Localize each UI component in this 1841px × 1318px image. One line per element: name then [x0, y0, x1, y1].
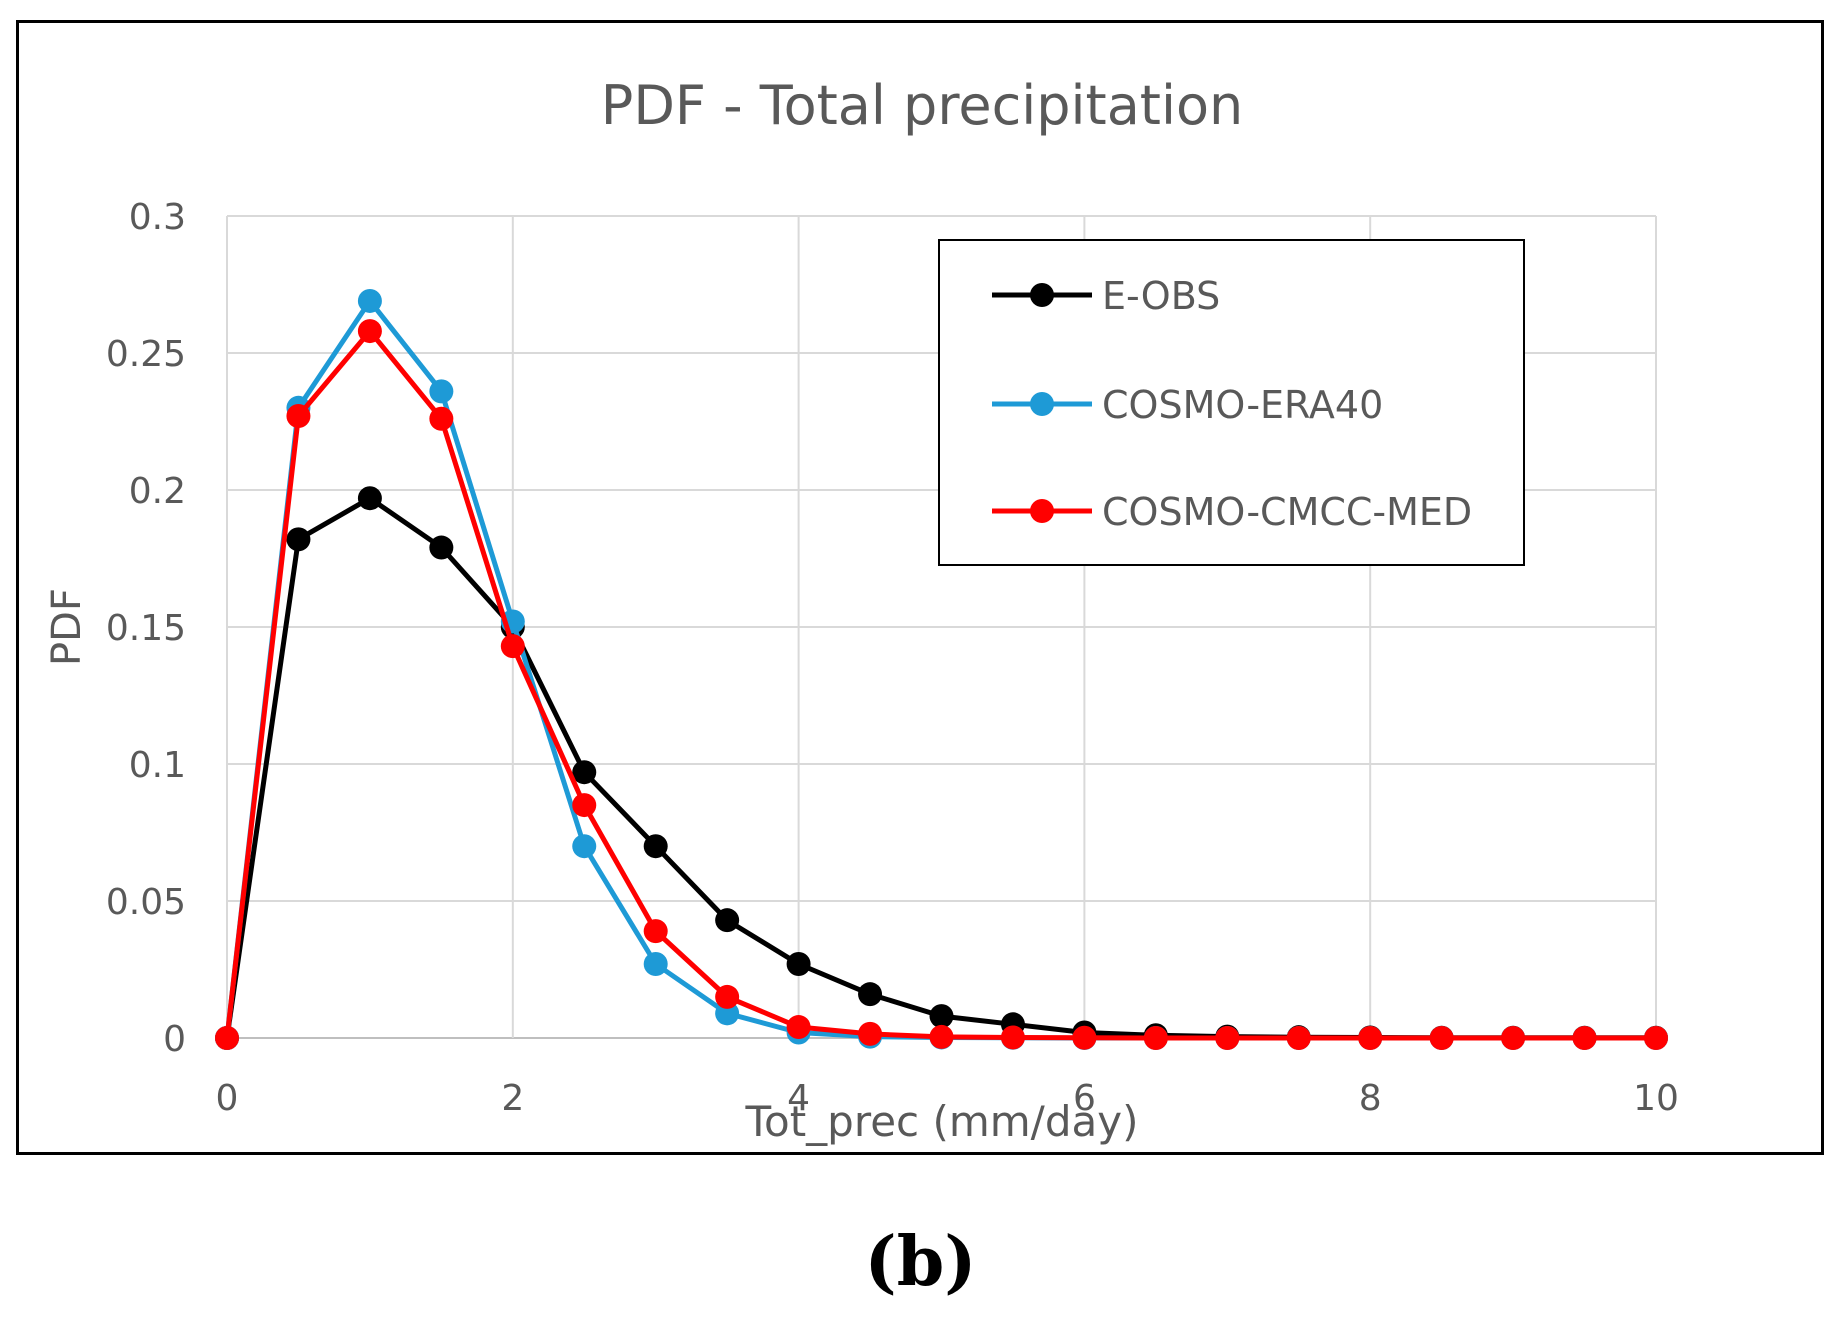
y-tick-label: 0.25	[106, 334, 186, 375]
data-point-cosmo-cmcc-med	[858, 1021, 883, 1046]
legend-marker-cosmo-cmcc-med	[1030, 499, 1054, 523]
data-point-cosmo-era40	[715, 1001, 740, 1026]
data-point-cosmo-era40	[429, 379, 454, 404]
data-point-cosmo-cmcc-med	[572, 793, 597, 818]
data-point-e-obs	[286, 527, 311, 552]
legend-marker-e-obs	[1030, 283, 1054, 307]
y-tick-label: 0.05	[106, 882, 186, 923]
data-point-cosmo-cmcc-med	[1572, 1026, 1597, 1050]
x-tick-label: 6	[1073, 1078, 1096, 1119]
data-point-cosmo-cmcc-med	[286, 404, 311, 429]
data-point-cosmo-cmcc-med	[1143, 1026, 1168, 1050]
data-point-cosmo-cmcc-med	[1429, 1026, 1454, 1050]
data-point-e-obs	[929, 1004, 954, 1029]
data-point-cosmo-era40	[357, 288, 382, 313]
y-tick-label: 0	[163, 1019, 186, 1060]
data-point-e-obs	[357, 486, 382, 511]
x-tick-label: 2	[501, 1078, 524, 1119]
data-point-cosmo-cmcc-med	[357, 319, 382, 344]
data-point-cosmo-cmcc-med	[1501, 1026, 1526, 1050]
data-point-e-obs	[429, 535, 454, 560]
data-point-cosmo-era40	[643, 952, 668, 977]
legend-label: COSMO-CMCC-MED	[1102, 490, 1472, 534]
data-point-cosmo-cmcc-med	[1215, 1026, 1240, 1050]
x-tick-label: 10	[1633, 1078, 1679, 1119]
data-point-cosmo-cmcc-med	[215, 1026, 239, 1050]
data-point-cosmo-cmcc-med	[500, 634, 525, 659]
data-point-cosmo-cmcc-med	[429, 406, 454, 431]
data-point-e-obs	[643, 834, 668, 859]
chart-title: PDF - Total precipitation	[601, 74, 1244, 137]
x-tick-label: 8	[1359, 1078, 1382, 1119]
data-point-cosmo-cmcc-med	[929, 1024, 954, 1049]
series-line-e-obs	[224, 495, 1656, 1041]
data-point-cosmo-cmcc-med	[786, 1015, 811, 1040]
data-point-cosmo-cmcc-med	[715, 984, 740, 1009]
y-tick-label: 0.2	[129, 471, 186, 512]
y-tick-label: 0.15	[106, 608, 186, 649]
data-point-cosmo-cmcc-med	[643, 919, 668, 944]
x-tick-label: 0	[216, 1078, 239, 1119]
x-tick-label: 4	[787, 1078, 810, 1119]
data-point-cosmo-cmcc-med	[1286, 1026, 1311, 1050]
legend-marker-cosmo-era40	[1030, 392, 1054, 416]
data-point-e-obs	[858, 982, 883, 1007]
data-point-cosmo-cmcc-med	[1644, 1026, 1668, 1050]
data-point-e-obs	[786, 952, 811, 977]
data-point-cosmo-cmcc-med	[1358, 1026, 1383, 1050]
data-point-cosmo-cmcc-med	[1000, 1025, 1025, 1050]
y-axis-label: PDF	[44, 588, 90, 666]
y-tick-label: 0.3	[129, 197, 186, 238]
data-point-e-obs	[715, 908, 740, 933]
figure-caption: (b)	[864, 1222, 977, 1302]
data-point-e-obs	[572, 760, 597, 785]
x-axis-label: Tot_prec (mm/day)	[745, 1097, 1139, 1146]
y-tick-label: 0.1	[129, 745, 186, 786]
data-point-cosmo-cmcc-med	[1072, 1025, 1097, 1050]
legend-label: COSMO-ERA40	[1102, 383, 1383, 427]
chart-frame	[16, 20, 1824, 1155]
data-point-cosmo-era40	[572, 834, 597, 859]
legend-label: E-OBS	[1102, 274, 1220, 318]
